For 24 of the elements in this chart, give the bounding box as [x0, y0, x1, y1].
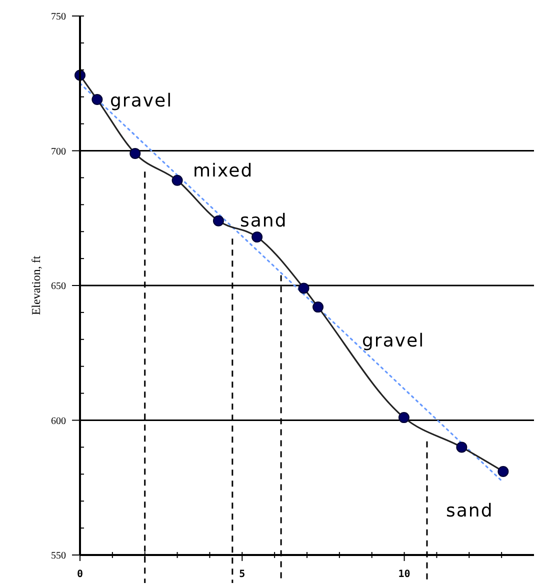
y-axis-title: Elevation, ft	[29, 255, 43, 316]
point	[172, 174, 183, 186]
point	[498, 466, 509, 477]
point	[92, 94, 103, 106]
y-tick-label: 550	[51, 550, 66, 562]
point	[456, 442, 468, 453]
y-tick-label: 650	[51, 281, 66, 292]
x-tick-label: 10	[398, 569, 410, 580]
y-tick-label: 600	[51, 416, 66, 427]
point	[312, 302, 324, 313]
x-tick-label: 0	[76, 569, 84, 580]
point	[298, 282, 310, 294]
annotation: mixed	[193, 160, 254, 182]
x-tick-label: 5	[239, 569, 246, 580]
annotation: gravel	[110, 90, 173, 112]
point	[212, 215, 224, 226]
point	[398, 412, 410, 424]
point	[130, 148, 141, 159]
y-tick-label: 700	[51, 146, 66, 158]
annotation: sand	[240, 210, 288, 232]
y-tick-label: 750	[51, 12, 66, 22]
annotation: sand	[446, 500, 494, 522]
point	[252, 231, 263, 242]
annotation: gravel	[362, 330, 425, 352]
